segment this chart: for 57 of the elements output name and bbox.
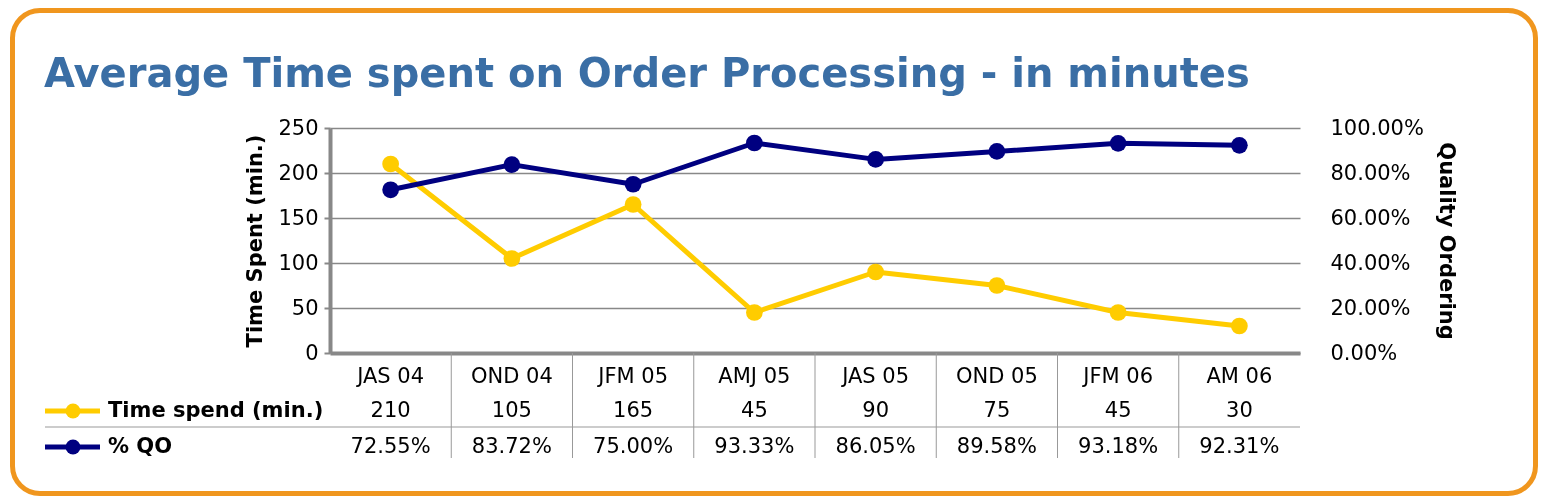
y2-tick-label: 100.00%: [1330, 115, 1424, 140]
point: [503, 250, 521, 267]
point: [867, 151, 884, 168]
point: [746, 304, 763, 321]
point: [988, 277, 1006, 294]
data-label: 72.55%: [350, 434, 431, 458]
x-tick-label: JFM 05: [596, 363, 669, 388]
legend-label: Time spend (min.): [108, 398, 324, 422]
y-tick-label: 250: [278, 115, 319, 140]
data-label: 45: [1104, 398, 1132, 422]
y-axis-title: Time Spent (min.): [243, 134, 268, 348]
point: [624, 175, 642, 193]
data-label: 45: [741, 398, 768, 422]
point: [382, 181, 399, 199]
data-label: 93.18%: [1078, 434, 1159, 458]
y-tick-label: 200: [278, 160, 319, 185]
y2-tick-label: 40.00%: [1330, 250, 1411, 275]
data-label: 165: [613, 398, 654, 422]
y-tick-label: 100: [278, 250, 319, 275]
point: [867, 263, 884, 281]
y2-tick-label: 60.00%: [1330, 205, 1411, 230]
data-label: 92.31%: [1199, 434, 1280, 458]
data-label: 75: [983, 398, 1011, 422]
y-tick-label: 150: [278, 205, 319, 230]
data-label: 30: [1226, 398, 1253, 422]
data-label: 90: [862, 398, 889, 422]
data-label: 89.58%: [956, 434, 1037, 458]
point: [503, 156, 521, 173]
x-tick-label: OND 05: [955, 363, 1038, 388]
data-label: 75.00%: [593, 434, 674, 458]
x-tick-label: JAS 04: [355, 363, 425, 388]
point: [746, 134, 763, 152]
data-label: 83.72%: [471, 434, 552, 458]
point: [1231, 317, 1248, 335]
data-label: 105: [491, 398, 532, 422]
x-tick-label: AM 06: [1206, 363, 1273, 388]
chart-title: Average Time spent on Order Processing - in minutes: [44, 50, 1250, 96]
x-tick-label: JAS 05: [840, 363, 910, 388]
point: [624, 196, 642, 213]
point: [1109, 134, 1127, 152]
y2-tick-label: 0.00%: [1330, 340, 1398, 365]
x-tick-label: AMJ 05: [718, 363, 791, 388]
point: [1109, 304, 1127, 321]
data-label: 210: [370, 398, 411, 422]
y2-tick-label: 80.00%: [1330, 160, 1411, 185]
x-tick-label: OND 04: [470, 363, 553, 388]
x-tick-label: JFM 06: [1081, 363, 1154, 388]
y-tick-label: 50: [291, 295, 319, 320]
y-tick-label: 0: [305, 340, 319, 365]
point: [988, 143, 1006, 160]
point: [382, 155, 399, 173]
point: [1231, 136, 1248, 154]
data-label: 93.33%: [714, 434, 795, 458]
data-label: 86.05%: [835, 434, 916, 458]
y2-axis-title: Quality Ordering: [1434, 142, 1459, 340]
legend-label: % QO: [108, 434, 173, 458]
y2-tick-label: 20.00%: [1330, 295, 1411, 320]
